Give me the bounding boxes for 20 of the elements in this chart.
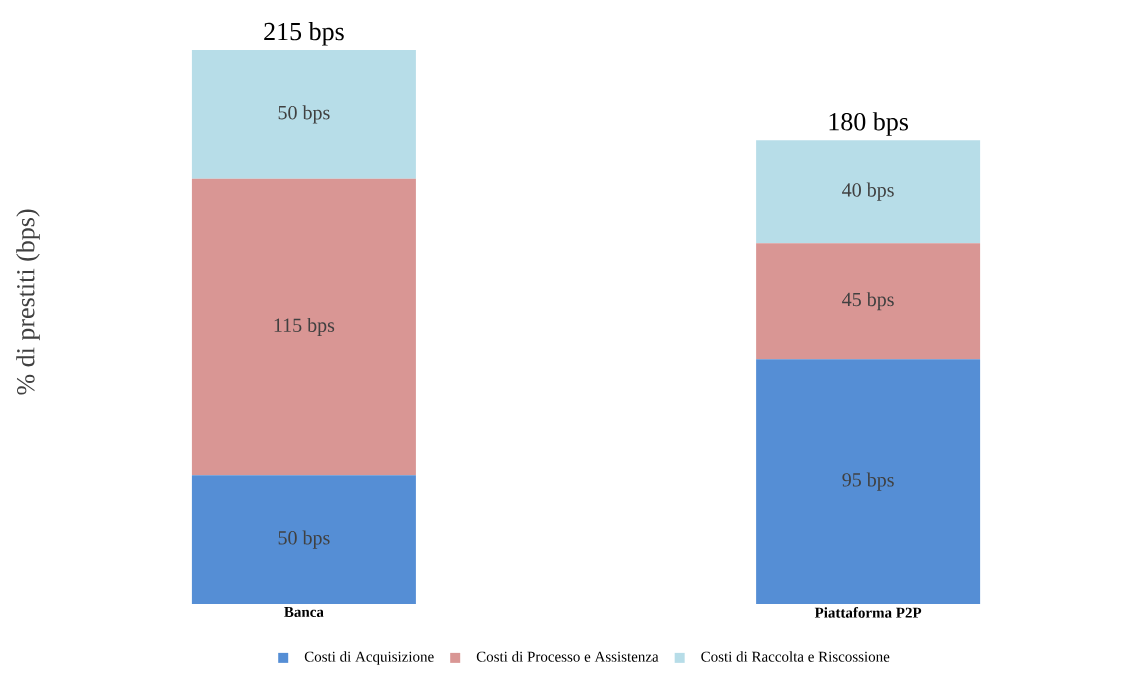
- data-label: 40 bps: [842, 182, 894, 201]
- data-label: 95 bps: [842, 472, 894, 491]
- y-axis-title: % di prestiti (bps): [16, 209, 40, 395]
- total-label: 215 bps: [264, 22, 344, 46]
- data-label: 50 bps: [278, 105, 330, 124]
- bar: [191, 178, 416, 476]
- bar: [756, 359, 981, 604]
- bar: [756, 243, 981, 360]
- bar: [756, 140, 981, 244]
- x-tick-label: Piattaforma P2P: [814, 607, 922, 618]
- total-label: 180 bps: [829, 112, 908, 136]
- data-label: 45 bps: [842, 292, 894, 311]
- legend-label: Costi di Raccolta e Riscossione: [701, 651, 890, 662]
- data-label: 115 bps: [274, 317, 335, 337]
- bar: [191, 475, 416, 604]
- legend-label: Costi di Acquisizione: [304, 651, 434, 665]
- bar: [191, 49, 416, 179]
- legend-label: Costi di Processo e Assistenza: [476, 651, 659, 662]
- data-label: 50 bps: [278, 530, 330, 549]
- x-tick-label: Banca: [284, 607, 324, 618]
